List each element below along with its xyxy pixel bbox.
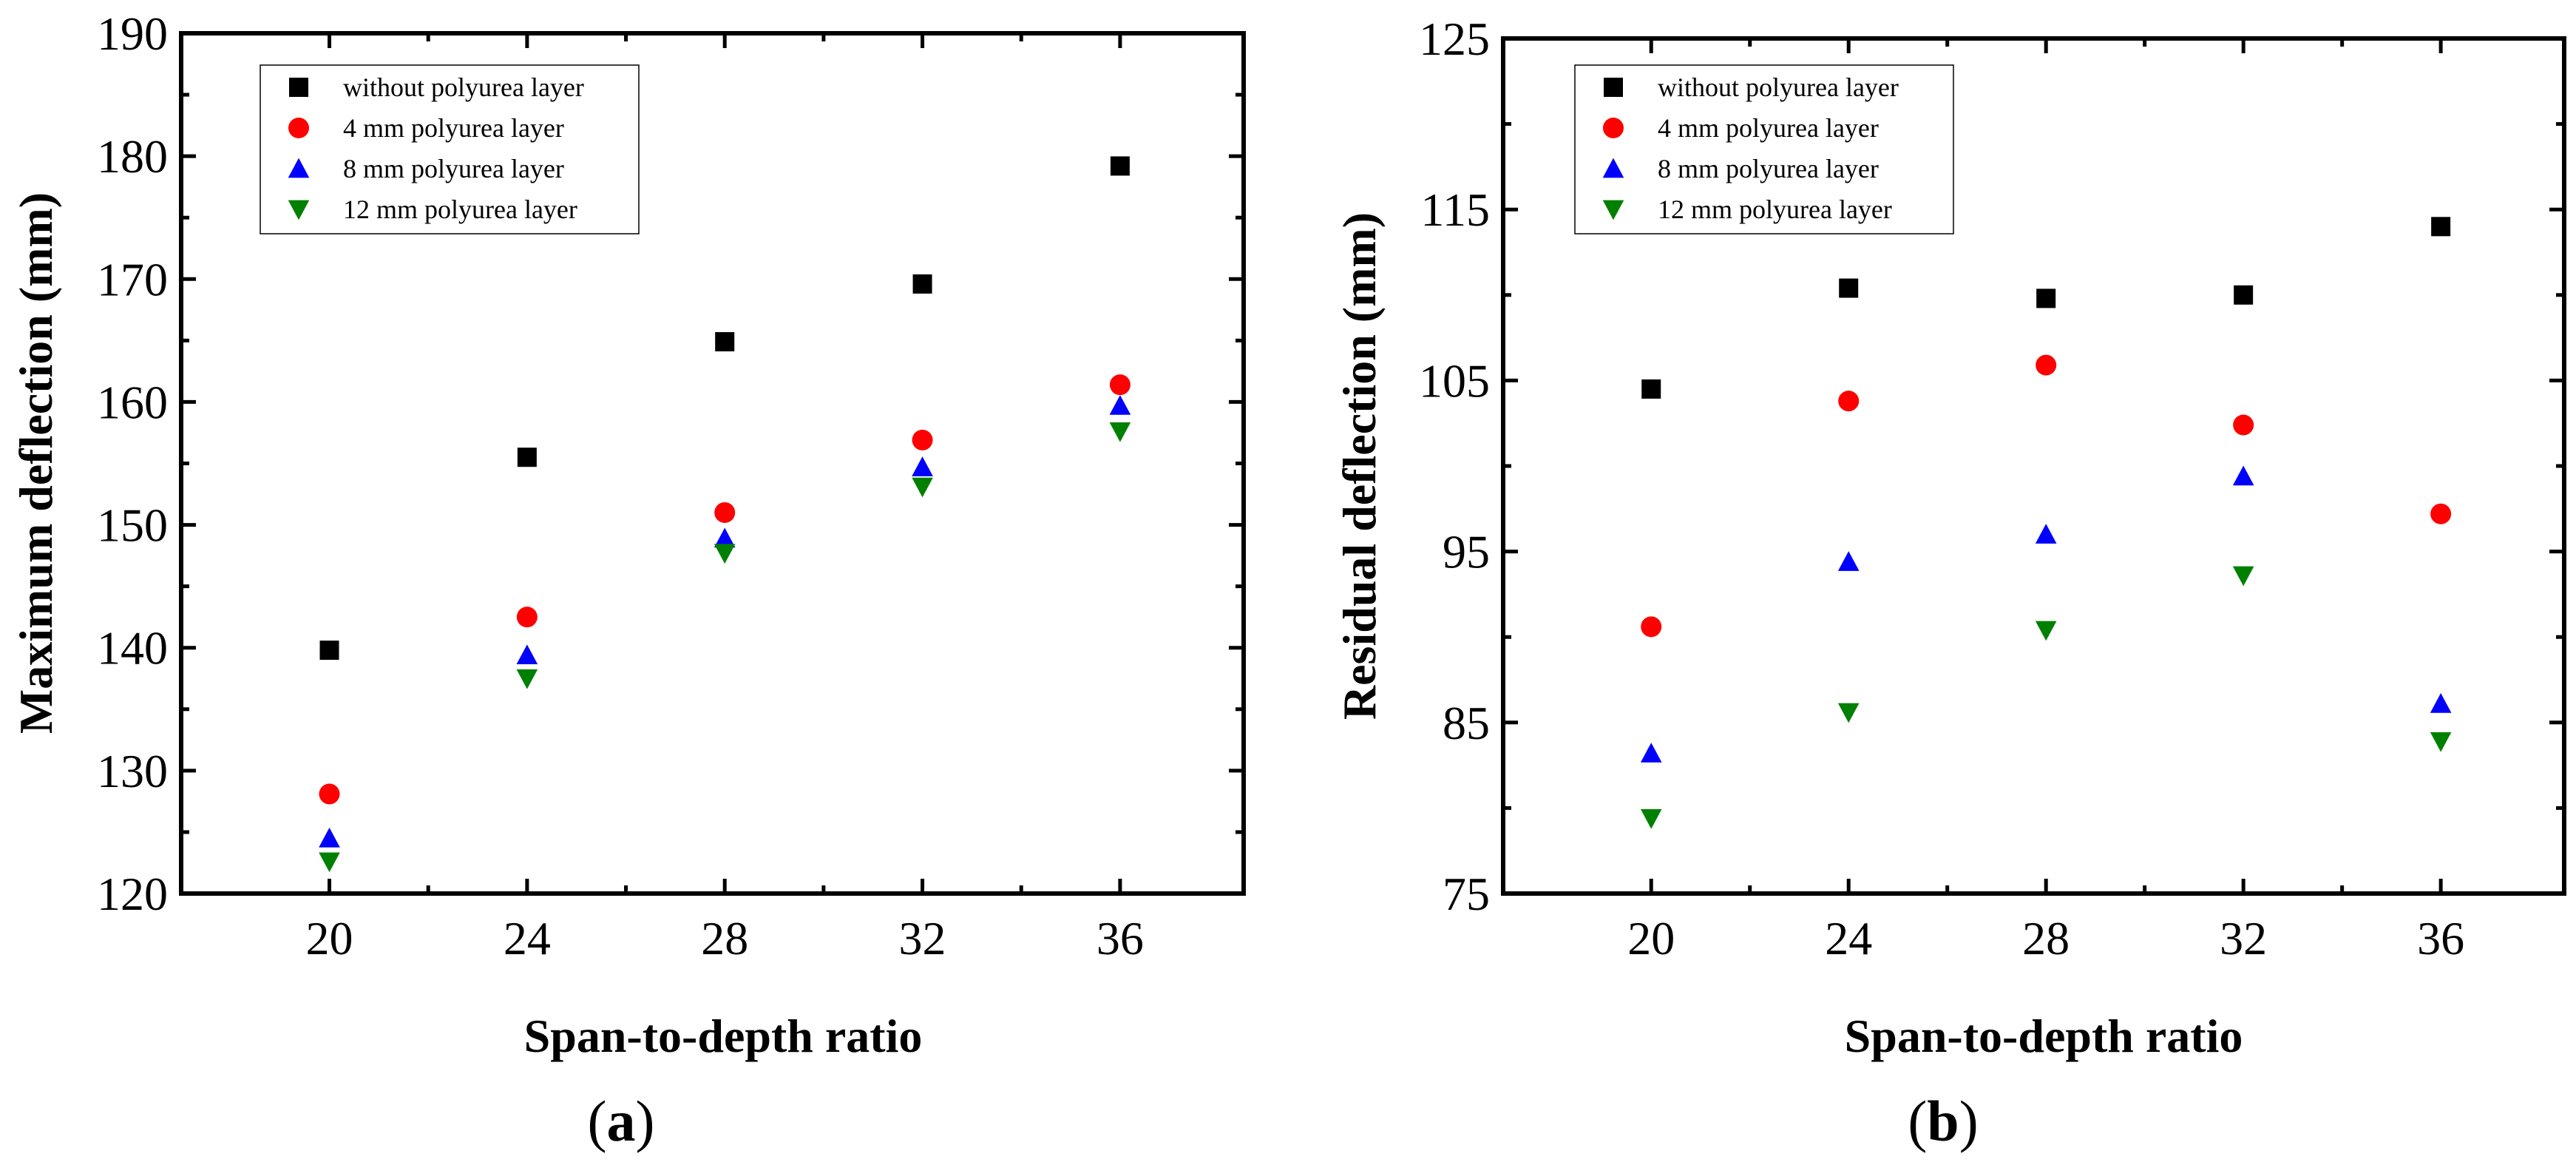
data-point-mm8 [2232, 465, 2254, 486]
data-marks-b [1640, 217, 2452, 829]
y-tick-label-b: 105 [1419, 354, 1490, 407]
data-point-mm8 [912, 456, 933, 476]
x-axis-title-a: Span-to-depth ratio [524, 1010, 923, 1062]
x-tick-label-b: 24 [1825, 912, 1872, 965]
data-point-without [517, 448, 537, 467]
data-point-mm8 [2430, 693, 2452, 713]
chart-panel-a: 20 24 28 32 36 120 130 140 150 160 170 180 190 witho… [10, 7, 1246, 1153]
legend-marker-without [289, 78, 308, 97]
data-point-mm4 [2430, 503, 2452, 524]
x-tick-label-b: 20 [1627, 912, 1675, 965]
legend-label-without: without polyurea layer [1658, 72, 1899, 102]
data-point-mm12 [319, 852, 340, 873]
x-tick-label-a: 32 [899, 912, 946, 965]
data-point-mm4 [1109, 374, 1131, 396]
data-point-mm4 [912, 429, 933, 450]
panel-label-b: (b) [1908, 1089, 1978, 1153]
data-point-without [1641, 379, 1661, 399]
x-tick-label-a: 36 [1097, 912, 1144, 965]
data-point-mm8 [714, 527, 736, 548]
legend-marker-mm12 [1602, 200, 1624, 220]
axis-ticks-b: 20 24 28 32 36 75 85 95 105 115 125 [1419, 13, 2564, 965]
y-tick-label-b: 85 [1443, 697, 1490, 749]
legend-marker-mm12 [288, 200, 310, 220]
data-point-mm8 [319, 827, 340, 848]
data-point-mm4 [2036, 354, 2057, 376]
data-point-mm4 [2233, 414, 2254, 436]
data-point-mm4 [1641, 616, 1662, 638]
data-point-mm4 [319, 783, 340, 805]
legend-b: without polyurea layer 4 mm polyurea laye… [1574, 64, 1954, 234]
data-point-mm8 [516, 644, 538, 665]
data-point-mm12 [1109, 422, 1131, 442]
data-point-mm4 [516, 607, 538, 628]
y-tick-label-a: 180 [97, 130, 168, 183]
data-point-mm12 [2035, 621, 2057, 641]
data-point-mm8 [1640, 743, 1662, 763]
panel-label-a: (a) [588, 1089, 655, 1153]
legend-label-mm12: 12 mm polyurea layer [343, 195, 577, 224]
x-tick-label-b: 32 [2220, 912, 2267, 965]
data-point-mm12 [2430, 732, 2452, 752]
data-point-mm12 [912, 477, 933, 498]
y-tick-label-a: 170 [97, 253, 168, 305]
legend-marker-mm4 [288, 118, 309, 138]
y-axis-title-a: Maximum deflection (mm) [10, 192, 62, 734]
legend-label-mm4: 4 mm polyurea layer [343, 113, 564, 143]
legend-marker-mm4 [1603, 118, 1624, 138]
y-tick-label-a: 150 [97, 499, 168, 552]
data-point-without [319, 641, 339, 661]
chart-panel-b: 20 24 28 32 36 75 85 95 105 115 125 without polyur… [1333, 13, 2566, 1153]
data-point-mm12 [1837, 703, 1860, 723]
data-point-mm12 [714, 544, 736, 564]
x-tick-label-a: 20 [306, 912, 353, 965]
data-point-mm8 [2035, 524, 2057, 544]
panel-letter-b: b [1927, 1089, 1959, 1153]
data-point-mm12 [516, 669, 538, 689]
data-point-without [2234, 285, 2254, 305]
y-axis-title-b: Residual deflection (mm) [1333, 212, 1386, 720]
legend-marker-without [1604, 78, 1623, 97]
legend-marker-mm8 [288, 158, 310, 178]
data-point-without [715, 332, 735, 352]
legend-label-without: without polyurea layer [343, 72, 584, 102]
data-point-mm12 [1640, 808, 1662, 829]
data-point-mm8 [1109, 395, 1131, 415]
legend-a: without polyurea layer 4 mm polyurea laye… [260, 64, 640, 234]
y-tick-label-b: 115 [1420, 183, 1490, 236]
y-tick-label-b: 95 [1443, 526, 1490, 578]
axis-ticks-a: 20 24 28 32 36 120 130 140 150 160 170 180 190 [97, 7, 1244, 965]
data-point-without [2431, 217, 2451, 237]
y-tick-label-a: 160 [97, 376, 168, 428]
data-point-mm4 [714, 502, 736, 523]
legend-box-a [260, 64, 640, 234]
legend-label-mm12: 12 mm polyurea layer [1658, 195, 1892, 224]
legend-label-mm4: 4 mm polyurea layer [1658, 113, 1879, 143]
y-tick-label-a: 140 [97, 622, 168, 675]
x-tick-label-b: 28 [2022, 912, 2070, 965]
data-point-mm8 [1837, 551, 1860, 571]
legend-box-b [1574, 64, 1954, 234]
panel-letter-a: a [607, 1089, 636, 1153]
legend-label-mm8: 8 mm polyurea layer [1658, 154, 1879, 183]
data-point-without [1110, 156, 1130, 176]
y-tick-label-a: 190 [97, 7, 168, 60]
legend-marker-mm8 [1602, 158, 1624, 178]
y-tick-label-a: 130 [97, 745, 168, 797]
y-tick-label-b: 125 [1419, 13, 1490, 65]
x-axis-title-b: Span-to-depth ratio [1845, 1010, 2243, 1062]
data-point-without [1839, 278, 1859, 298]
x-tick-label-b: 36 [2417, 912, 2464, 965]
y-tick-label-a: 120 [97, 868, 168, 920]
data-point-mm12 [2232, 566, 2254, 587]
data-point-without [2036, 288, 2056, 308]
y-tick-label-b: 75 [1443, 868, 1490, 920]
data-marks-a [319, 156, 1131, 873]
x-tick-label-a: 28 [701, 912, 748, 965]
data-point-without [912, 274, 932, 294]
data-point-mm4 [1838, 391, 1860, 412]
x-tick-label-a: 24 [504, 912, 551, 965]
legend-label-mm8: 8 mm polyurea layer [343, 154, 564, 183]
